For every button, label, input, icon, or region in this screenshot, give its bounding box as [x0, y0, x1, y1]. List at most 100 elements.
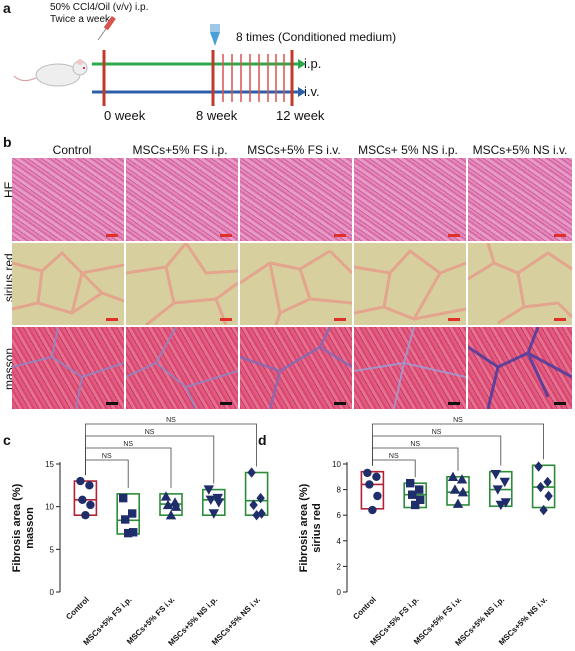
- he-image-fs-iv: [240, 158, 352, 241]
- data-point: [408, 490, 417, 499]
- col-header-ns-iv: MSCs+5% NS i.v.: [472, 143, 568, 157]
- y-axis-label: Fibrosis area (%): [298, 483, 310, 572]
- dose-text-line2: Twice a week: [50, 14, 111, 25]
- data-point: [373, 491, 382, 501]
- data-point: [447, 471, 459, 481]
- route-ip-label: i.p.: [304, 56, 322, 71]
- data-point: [160, 491, 172, 501]
- data-point: [257, 508, 266, 519]
- masson-image-control: [12, 327, 124, 409]
- y-tick-label: 4: [337, 537, 342, 546]
- data-point: [449, 484, 461, 494]
- significance-bracket: [372, 447, 459, 471]
- panel-d-letter: d: [258, 432, 267, 448]
- he-image-control: [12, 158, 124, 241]
- data-point: [411, 500, 420, 510]
- x-tick-label: Control: [351, 595, 377, 621]
- y-tick-label: 2: [337, 562, 342, 571]
- panel-a-letter: a: [3, 0, 11, 16]
- data-point: [124, 528, 133, 538]
- scale-bar: [220, 234, 232, 237]
- significance-label: NS: [389, 453, 399, 460]
- y-axis-label-2: sirius red: [311, 503, 323, 553]
- significance-label: NS: [432, 429, 442, 436]
- data-point: [500, 498, 511, 508]
- significance-label: NS: [410, 441, 420, 448]
- he-image-ns-ip: [354, 158, 466, 241]
- data-point: [170, 501, 182, 511]
- y-tick-label: 0: [50, 588, 55, 597]
- scale-bar: [106, 234, 118, 237]
- y-tick-label: 6: [337, 511, 342, 520]
- data-point: [78, 495, 87, 505]
- col-header-fs-iv: MSCs+5% FS i.v.: [247, 143, 341, 157]
- significance-bracket: [85, 459, 129, 488]
- data-point: [249, 499, 258, 511]
- x-tick-label: MSCs+5% NS i.v.: [497, 595, 549, 647]
- significance-label: NS: [102, 453, 112, 460]
- injection-label: 8 times (Conditioned medium): [236, 30, 397, 44]
- significance-bracket: [372, 435, 502, 466]
- data-point: [86, 500, 95, 510]
- data-point: [76, 476, 85, 486]
- masson-image-fs-ip: [126, 327, 238, 409]
- data-point: [81, 511, 90, 520]
- y-tick-label: 8: [337, 486, 342, 495]
- data-point: [415, 485, 424, 494]
- data-point: [129, 528, 138, 537]
- week-12-label: 12 week: [276, 108, 325, 123]
- chart-panel-d: 0 2 4 6 8 10 Fibrosis area (%) sirius red NS NS NS…: [298, 417, 556, 648]
- syringe-icon: [97, 15, 116, 41]
- y-axis-label: Fibrosis area (%): [11, 483, 23, 572]
- route-iv-label: i.v.: [304, 84, 320, 99]
- sirius-image-ns-iv: [468, 243, 572, 325]
- data-point: [128, 509, 137, 518]
- data-point: [203, 485, 214, 495]
- panel-c-letter: c: [3, 432, 11, 448]
- sirius-image-ns-ip: [354, 243, 466, 325]
- data-point: [490, 470, 501, 480]
- scale-bar: [334, 234, 346, 237]
- data-point: [544, 490, 553, 502]
- data-point: [457, 486, 469, 497]
- data-point: [363, 468, 372, 478]
- y-tick-label: 10: [332, 460, 341, 469]
- tube-icon: [210, 24, 220, 46]
- data-point: [85, 481, 94, 490]
- sirius-image-fs-iv: [240, 243, 352, 325]
- data-point: [208, 509, 219, 519]
- data-point: [495, 500, 506, 511]
- data-point: [452, 498, 464, 508]
- data-point: [416, 495, 425, 505]
- data-point: [456, 474, 468, 484]
- dose-text-line1: 50% CCl4/Oil (v/v) i.p.: [50, 2, 149, 13]
- data-point: [169, 497, 181, 507]
- data-point: [543, 476, 552, 488]
- masson-image-ns-ip: [354, 327, 466, 409]
- week-0-label: 0 week: [104, 108, 146, 123]
- mouse-icon: [13, 59, 88, 87]
- data-point: [119, 493, 128, 503]
- data-point: [539, 504, 548, 516]
- col-header-fs-ip: MSCs+5% FS i.p.: [132, 143, 228, 157]
- masson-image-ns-iv: [468, 327, 572, 409]
- significance-bracket: [372, 459, 416, 478]
- data-point: [165, 510, 177, 520]
- x-tick-label: Control: [64, 595, 90, 621]
- y-tick-label: 10: [45, 503, 54, 512]
- x-tick-label: MSCs+5% NS i.v.: [210, 595, 262, 647]
- data-point: [256, 492, 265, 504]
- scale-bar: [448, 234, 460, 237]
- he-image-fs-ip: [126, 158, 238, 241]
- masson-image-fs-iv: [240, 327, 352, 409]
- significance-label: NS: [145, 429, 155, 436]
- timeline-diagram: [13, 15, 306, 106]
- scale-bar: [554, 234, 566, 237]
- box: [244, 471, 269, 517]
- y-tick-label: 15: [45, 460, 54, 469]
- data-point: [121, 515, 130, 524]
- col-header-control: Control: [52, 143, 92, 157]
- panel-b-letter: b: [3, 134, 12, 150]
- significance-label: NS: [123, 441, 133, 448]
- data-point: [205, 495, 216, 506]
